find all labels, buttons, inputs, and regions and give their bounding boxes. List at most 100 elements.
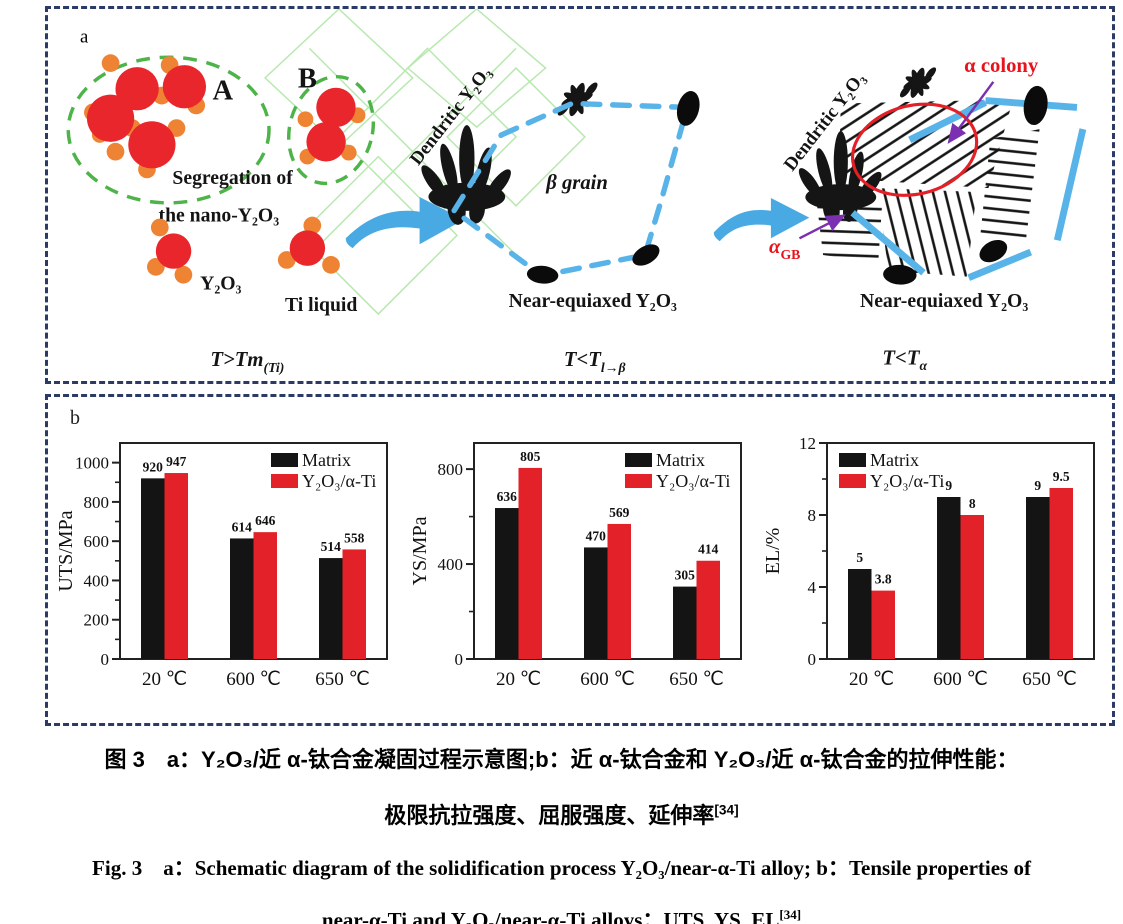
alpha-gb-arrow [798, 214, 846, 240]
x-tick-label: 20 ℃ [849, 669, 894, 690]
alpha-colony-arrow [947, 81, 995, 144]
y2o3-cluster-a [84, 54, 207, 179]
legend-swatch [839, 453, 866, 467]
legend-swatch [271, 474, 298, 488]
legend-swatch [624, 474, 652, 488]
bar [696, 560, 720, 659]
bar [164, 473, 188, 659]
bar-value-label: 805 [520, 449, 541, 464]
bar [230, 538, 254, 659]
caption-ref-en: [34] [779, 907, 802, 922]
x-tick-label: 20 ℃ [142, 669, 187, 690]
near-equiaxed-label-right: Near-equiaxed Y₂O₃ [860, 290, 1028, 312]
x-tick-label: 600 ℃ [933, 669, 988, 690]
bar-value-label: 569 [609, 505, 630, 520]
y-tick-label: 800 [84, 493, 110, 512]
bar [141, 478, 165, 659]
y-tick-label: 12 [799, 434, 816, 453]
caption-zh-line2-text: 极限抗拉强度、屈服强度、延伸率 [384, 803, 715, 828]
y-tick-label: 0 [808, 650, 817, 669]
bar [871, 590, 895, 659]
panel-a: a [45, 6, 1115, 384]
bar-value-label: 5 [856, 550, 863, 565]
bar-value-label: 558 [344, 530, 365, 545]
stage-2-beta-grain: Dendritic Y₂O₃ β grain Near-equiaxed Y₂O… [406, 62, 700, 312]
legend-label: Matrix [656, 450, 705, 470]
bar [319, 558, 343, 659]
temperature-labels: T>Tm(Ti) T<Tl→β T<Tα [210, 347, 927, 376]
bar-value-label: 614 [232, 519, 253, 534]
legend-label: Y₂O₃/α-Ti [302, 471, 376, 491]
bar-value-label: 514 [321, 539, 342, 554]
y-axis-label: EL/% [762, 528, 784, 575]
y2o3-molecule-2 [277, 216, 340, 274]
bar-value-label: 9.5 [1053, 469, 1070, 484]
bar [960, 515, 984, 659]
arrow-stage1-to-stage2 [345, 196, 464, 249]
x-tick-label: 600 ℃ [226, 669, 281, 690]
segregation-label-line2: the nano-Y₂O₃ [159, 205, 280, 227]
bar [1026, 497, 1050, 659]
y-axis-label: UTS/MPa [55, 510, 77, 591]
y-tick-label: 600 [84, 532, 110, 551]
x-tick-label: 20 ℃ [495, 669, 540, 690]
beta-grain-boundary [451, 100, 690, 279]
caption-ref-zh: [34] [714, 802, 739, 818]
bar [937, 497, 961, 659]
beta-grain-label: β grain [545, 172, 608, 194]
x-tick-label: 650 ℃ [315, 669, 370, 690]
figure-caption: 图 3 a：Y₂O₃/近 α-钛合金凝固过程示意图;b：近 α-钛合金和 Y₂O… [0, 742, 1123, 924]
panel-b-label: b [70, 407, 80, 429]
bar-value-label: 920 [143, 459, 164, 474]
y-tick-label: 800 [437, 460, 463, 479]
bar [848, 569, 872, 659]
panel-a-label: a [80, 26, 89, 47]
caption-en-line1: Fig. 3 a：Schematic diagram of the solidi… [92, 856, 1031, 880]
bar [494, 508, 518, 659]
bar-value-label: 8 [969, 496, 976, 511]
y-tick-label: 1000 [75, 454, 109, 473]
bar-value-label: 9 [945, 478, 952, 493]
uts-chart: 0 200 400 600 800 1000 920 947 20 ℃ 614 646 600 ℃ 51… [54, 429, 399, 697]
y-tick-label: 200 [84, 611, 110, 630]
bar-value-label: 3.8 [875, 572, 892, 587]
legend-label: Y₂O₃/α-Ti [656, 471, 730, 491]
temp-label-1: T>Tm(Ti) [210, 349, 284, 376]
caption-en-line2: near-α-Ti and Y₂O₃/near-α-Ti alloys：UTS,… [0, 904, 1123, 924]
legend-swatch [624, 453, 652, 467]
el-chart: 0 4 8 12 5 3.8 20 ℃ 9 8 600 ℃ 9 9.5 650 ℃ EL/% Matrix Y… [761, 429, 1106, 697]
legend-label: Matrix [302, 450, 351, 470]
near-equiaxed-particles-mid [526, 91, 700, 284]
bar [672, 586, 696, 659]
arrow-stage2-to-stage3 [713, 197, 810, 242]
alpha-gb-label: αGB [769, 236, 800, 262]
alpha-colony-circle [850, 102, 979, 197]
near-equiaxed-particles-right [883, 85, 1048, 285]
y-tick-label: 0 [454, 650, 463, 669]
bar-value-label: 636 [496, 489, 517, 504]
temp-label-3: T<Tα [882, 347, 927, 373]
solidification-schematic: a [66, 9, 1087, 376]
legend-label: Matrix [870, 450, 919, 470]
x-tick-label: 600 ℃ [580, 669, 635, 690]
alpha-colony-label: α colony [964, 55, 1039, 77]
x-tick-label: 650 ℃ [1022, 669, 1077, 690]
panel-b: b 0 200 400 600 800 1000 920 947 20 ℃ 614 646 600 ℃… [45, 394, 1115, 726]
y2o3-cluster-b [297, 87, 366, 165]
bar-value-label: 9 [1034, 478, 1041, 493]
bar [583, 547, 607, 659]
near-equiaxed-label-mid: Near-equiaxed Y₂O₃ [509, 290, 677, 312]
legend-swatch [271, 453, 298, 467]
bar-value-label: 414 [698, 542, 719, 557]
caption-zh-line1: 图 3 a：Y₂O₃/近 α-钛合金凝固过程示意图;b：近 α-钛合金和 Y₂O… [104, 747, 1019, 772]
ti-liquid-label: Ti liquid [285, 294, 357, 316]
temp-label-2: T<Tl→β [564, 349, 626, 375]
ys-chart: 0 400 800 636 805 20 ℃ 470 569 600 ℃ 305 414 650 ℃ Y… [408, 429, 753, 697]
legend-swatch [839, 474, 866, 488]
y-axis-label: YS/MPa [409, 516, 431, 585]
stage-3-alpha-structure: Dendritic Y₂O₃ [769, 55, 1087, 312]
dendrite-star-right [898, 65, 938, 100]
legend-label: Y₂O₃/α-Ti [870, 471, 944, 491]
